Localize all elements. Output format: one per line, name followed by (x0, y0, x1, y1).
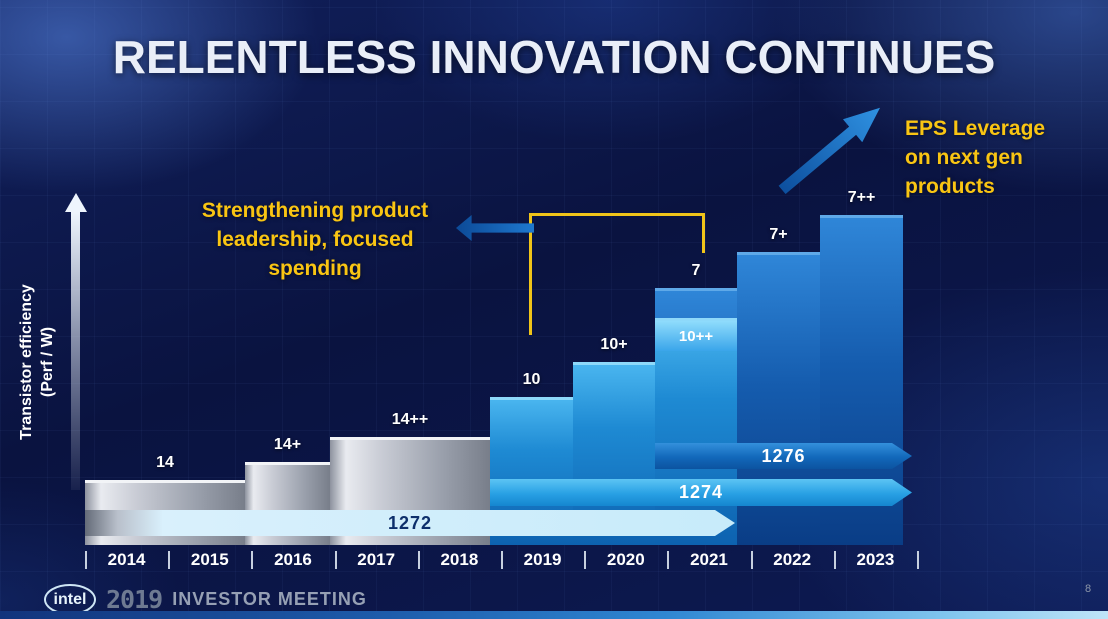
x-axis-tick (168, 551, 171, 569)
process-band-1274: 1274 (490, 479, 912, 506)
x-axis-tick (667, 551, 670, 569)
bar-value-label-14++: 14++ (391, 411, 429, 428)
x-axis-tick (501, 551, 503, 569)
left-annotation-line1: Strengthening product (201, 199, 429, 222)
left-annotation-line3: spending (268, 257, 362, 280)
x-axis-year-label-2018: 2018 (440, 550, 479, 569)
bar-cap-label-10++: 10++ (655, 321, 737, 351)
bar-value-label-7+: 7+ (769, 226, 788, 243)
bar-value-label-14+: 14+ (273, 436, 302, 453)
x-axis-year-label-2017: 2017 (357, 550, 396, 569)
bar-10++: 10++ (655, 318, 737, 545)
left-annotation-line2: leadership, focused (216, 228, 414, 251)
x-axis-tick (917, 551, 919, 569)
x-axis-tick (251, 551, 254, 569)
bar-value-label-7++: 7++ (847, 189, 876, 206)
right-annotation: EPS Leverage on next gen products (905, 114, 1080, 201)
bar-value-label-10+: 10+ (600, 336, 628, 353)
intel-logo-text: intel (53, 590, 87, 608)
highlight-bracket-top-line (529, 213, 705, 216)
x-axis-year-label-2019: 2019 (523, 550, 562, 569)
right-annotation-line2: on next gen (905, 146, 1023, 169)
highlight-bracket-left-line (529, 213, 532, 335)
event-name: INVESTOR MEETING (172, 589, 367, 609)
x-axis-tick (334, 551, 337, 569)
left-annotation: Strengthening product leadership, focuse… (170, 196, 460, 283)
process-band-1272: 1272 (85, 510, 735, 536)
process-band-1276: 1276 (655, 443, 912, 469)
right-annotation-line1: EPS Leverage (905, 117, 1046, 140)
bar-value-label-14: 14 (156, 454, 174, 471)
x-axis-year-label-2022: 2022 (773, 550, 812, 569)
slide-title: RELENTLESS INNOVATION CONTINUES (112, 31, 996, 83)
bottom-accent-strip (0, 611, 1108, 619)
bar-value-label-7: 7 (691, 262, 701, 279)
x-axis-year-label-2016: 2016 (274, 550, 312, 569)
y-axis-arrow-shaft (71, 212, 80, 490)
y-axis-arrow-up-icon (65, 193, 87, 212)
bar-value-label-10: 10 (522, 371, 541, 388)
x-axis-tick (417, 551, 420, 569)
x-axis-tick (833, 551, 836, 569)
x-axis-tick (750, 551, 753, 569)
x-axis-tick (85, 551, 87, 569)
x-axis-tick (584, 551, 587, 569)
right-annotation-line3: products (905, 175, 995, 198)
page-number: 8 (1085, 583, 1092, 595)
event-year: 2019 (106, 585, 163, 614)
x-axis-year-label-2021: 2021 (690, 550, 728, 569)
x-axis-year-label-2020: 2020 (606, 550, 645, 569)
x-axis-year-label-2014: 2014 (107, 550, 146, 569)
footer: intel 2019 INVESTOR MEETING (44, 584, 367, 615)
x-axis-year-label-2023: 2023 (856, 550, 895, 569)
x-axis-year-label-2015: 2015 (190, 550, 229, 569)
highlight-bracket-right-line (702, 213, 705, 253)
